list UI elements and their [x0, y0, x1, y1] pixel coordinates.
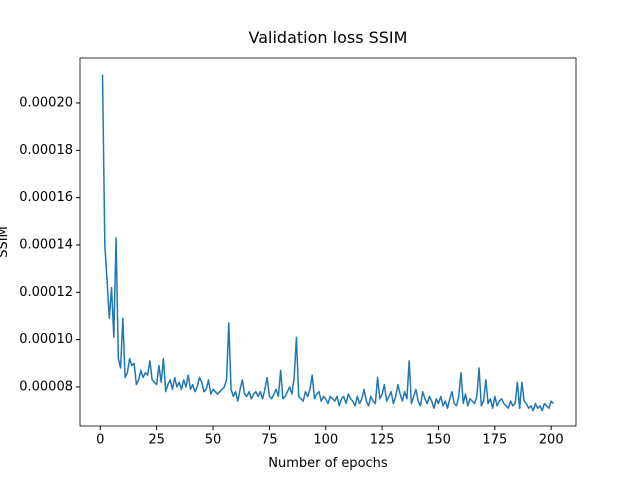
x-tick-label: 100: [313, 433, 338, 448]
y-tick-label: 0.00016: [19, 190, 73, 205]
series-line: [101, 74, 554, 412]
y-axis-label: SSIM: [0, 226, 11, 258]
y-tick-label: 0.00012: [19, 285, 73, 300]
x-tick-label: 175: [482, 433, 507, 448]
plot-frame: [79, 57, 577, 427]
y-tick-label: 0.00018: [19, 143, 73, 158]
chart-title: Validation loss SSIM: [249, 28, 408, 47]
y-tick-label: 0.00008: [19, 379, 73, 394]
x-tick-label: 25: [148, 433, 165, 448]
x-tick-label: 200: [539, 433, 564, 448]
x-tick-label: 75: [261, 433, 278, 448]
x-tick-label: 50: [205, 433, 222, 448]
y-tick-label: 0.00020: [19, 95, 73, 110]
x-axis-label: Number of epochs: [268, 456, 388, 471]
x-tick-label: 150: [426, 433, 451, 448]
x-tick-label: 125: [370, 433, 395, 448]
x-tick-label: 0: [96, 433, 104, 448]
y-tick-label: 0.00014: [19, 237, 73, 252]
y-tick-label: 0.00010: [19, 332, 73, 347]
